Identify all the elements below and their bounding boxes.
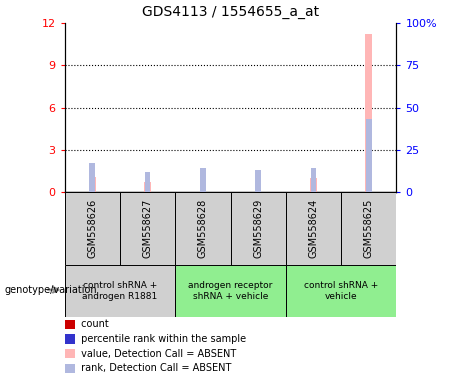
Bar — [255, 170, 261, 192]
Bar — [230, 192, 286, 265]
Text: GSM558625: GSM558625 — [364, 199, 374, 258]
Bar — [175, 192, 230, 265]
Text: control shRNA +
vehicle: control shRNA + vehicle — [304, 281, 378, 301]
Bar — [341, 192, 396, 265]
Bar — [366, 119, 372, 192]
Bar — [175, 265, 286, 317]
Text: GSM558624: GSM558624 — [308, 199, 319, 258]
Text: rank, Detection Call = ABSENT: rank, Detection Call = ABSENT — [78, 363, 232, 373]
Text: genotype/variation: genotype/variation — [5, 285, 97, 295]
Bar — [65, 192, 120, 265]
Bar — [144, 182, 151, 192]
Text: count: count — [78, 319, 109, 329]
Text: GSM558628: GSM558628 — [198, 199, 208, 258]
Bar — [311, 168, 316, 192]
Title: GDS4113 / 1554655_a_at: GDS4113 / 1554655_a_at — [142, 5, 319, 19]
Bar — [89, 177, 95, 192]
Bar — [120, 192, 175, 265]
Text: control shRNA +
androgen R1881: control shRNA + androgen R1881 — [82, 281, 158, 301]
Bar — [366, 34, 372, 192]
Bar — [200, 178, 206, 192]
Text: value, Detection Call = ABSENT: value, Detection Call = ABSENT — [78, 349, 236, 359]
Bar — [310, 178, 317, 192]
Bar — [145, 172, 150, 192]
Text: GSM558629: GSM558629 — [253, 199, 263, 258]
Bar — [286, 265, 396, 317]
Bar — [65, 265, 175, 317]
Bar — [255, 180, 261, 192]
Text: GSM558627: GSM558627 — [142, 199, 153, 258]
Text: percentile rank within the sample: percentile rank within the sample — [78, 334, 247, 344]
Bar — [89, 163, 95, 192]
Bar — [200, 168, 206, 192]
Text: androgen receptor
shRNA + vehicle: androgen receptor shRNA + vehicle — [188, 281, 273, 301]
Text: GSM558626: GSM558626 — [87, 199, 97, 258]
Bar — [286, 192, 341, 265]
